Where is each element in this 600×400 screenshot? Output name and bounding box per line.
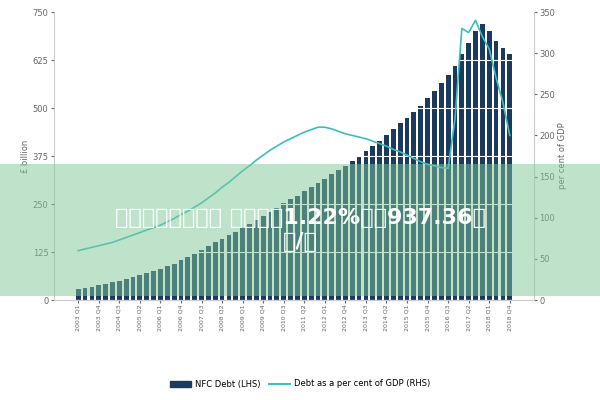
- Bar: [391, 129, 396, 300]
- Bar: [165, 266, 170, 300]
- Bar: [452, 66, 457, 300]
- Bar: [432, 91, 437, 300]
- Bar: [281, 203, 286, 300]
- Bar: [329, 174, 334, 300]
- Bar: [439, 83, 443, 300]
- Bar: [487, 31, 491, 300]
- Bar: [158, 269, 163, 300]
- Bar: [508, 54, 512, 300]
- Bar: [192, 254, 197, 300]
- Bar: [377, 141, 382, 300]
- Bar: [110, 282, 115, 300]
- Bar: [247, 224, 252, 300]
- Bar: [425, 98, 430, 300]
- Bar: [76, 289, 80, 300]
- Bar: [274, 208, 279, 300]
- Bar: [500, 48, 505, 300]
- Bar: [350, 161, 355, 300]
- Bar: [412, 112, 416, 300]
- Bar: [179, 260, 184, 300]
- Bar: [172, 264, 176, 300]
- Bar: [151, 271, 156, 300]
- Bar: [418, 106, 423, 300]
- Bar: [137, 275, 142, 300]
- Bar: [364, 151, 368, 300]
- Bar: [343, 166, 348, 300]
- Bar: [480, 24, 485, 300]
- Bar: [240, 228, 245, 300]
- Bar: [370, 146, 375, 300]
- Bar: [302, 191, 307, 300]
- Bar: [131, 277, 136, 300]
- Bar: [254, 220, 259, 300]
- Bar: [322, 179, 327, 300]
- Bar: [446, 75, 451, 300]
- Bar: [83, 288, 88, 300]
- Bar: [466, 43, 471, 300]
- Bar: [404, 118, 409, 300]
- Bar: [199, 250, 204, 300]
- Bar: [460, 54, 464, 300]
- Text: 股票实盘配资开户 礼来下跌1.22%，报937.36美
元/股: 股票实盘配资开户 礼来下跌1.22%，报937.36美 元/股: [115, 208, 485, 252]
- Bar: [268, 212, 272, 300]
- Bar: [185, 257, 190, 300]
- Bar: [295, 196, 300, 300]
- Bar: [124, 279, 128, 300]
- Bar: [316, 183, 320, 300]
- Bar: [309, 187, 314, 300]
- Bar: [336, 170, 341, 300]
- Bar: [233, 232, 238, 300]
- Bar: [213, 242, 218, 300]
- Y-axis label: £ billion: £ billion: [20, 139, 29, 173]
- Bar: [117, 281, 122, 300]
- Bar: [206, 246, 211, 300]
- Bar: [384, 135, 389, 300]
- Bar: [103, 284, 108, 300]
- Bar: [227, 236, 232, 300]
- Bar: [356, 156, 361, 300]
- Bar: [145, 273, 149, 300]
- Bar: [89, 286, 94, 300]
- Bar: [494, 41, 499, 300]
- Bar: [97, 286, 101, 300]
- Bar: [398, 123, 403, 300]
- Y-axis label: per cent of GDP: per cent of GDP: [558, 123, 567, 189]
- Bar: [473, 31, 478, 300]
- Bar: [220, 238, 224, 300]
- Bar: [288, 199, 293, 300]
- Legend: NFC Debt (LHS), Debt as a per cent of GDP (RHS): NFC Debt (LHS), Debt as a per cent of GD…: [167, 376, 433, 392]
- Bar: [261, 216, 266, 300]
